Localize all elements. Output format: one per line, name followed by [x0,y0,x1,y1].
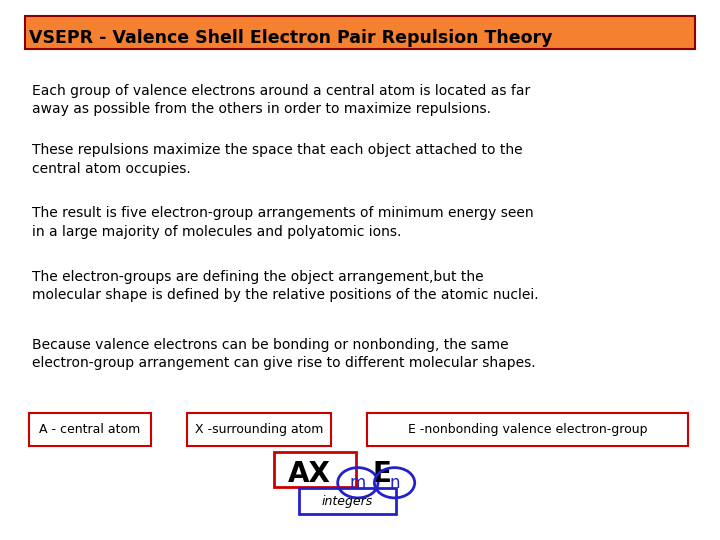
Text: The result is five electron-group arrangements of minimum energy seen
in a large: The result is five electron-group arrang… [32,206,534,239]
Text: integers: integers [321,495,373,508]
Text: The electron-groups are defining the object arrangement,but the
molecular shape : The electron-groups are defining the obj… [32,270,539,302]
FancyBboxPatch shape [274,452,356,487]
Text: E -nonbonding valence electron-group: E -nonbonding valence electron-group [408,423,647,436]
Text: These repulsions maximize the space that each object attached to the
central ato: These repulsions maximize the space that… [32,143,523,176]
FancyBboxPatch shape [29,413,151,446]
Text: Because valence electrons can be bonding or nonbonding, the same
electron-group : Because valence electrons can be bonding… [32,338,536,370]
Text: m: m [350,474,366,492]
FancyBboxPatch shape [187,413,331,446]
Text: A - central atom: A - central atom [40,423,140,436]
Text: n: n [390,474,400,492]
Text: X -surrounding atom: X -surrounding atom [195,423,323,436]
Text: AX: AX [288,460,331,488]
Text: E: E [372,460,391,488]
Text: Each group of valence electrons around a central atom is located as far
away as : Each group of valence electrons around a… [32,84,531,116]
FancyBboxPatch shape [299,488,396,514]
Text: VSEPR - Valence Shell Electron Pair Repulsion Theory: VSEPR - Valence Shell Electron Pair Repu… [29,29,552,47]
FancyBboxPatch shape [367,413,688,446]
FancyBboxPatch shape [25,16,695,49]
